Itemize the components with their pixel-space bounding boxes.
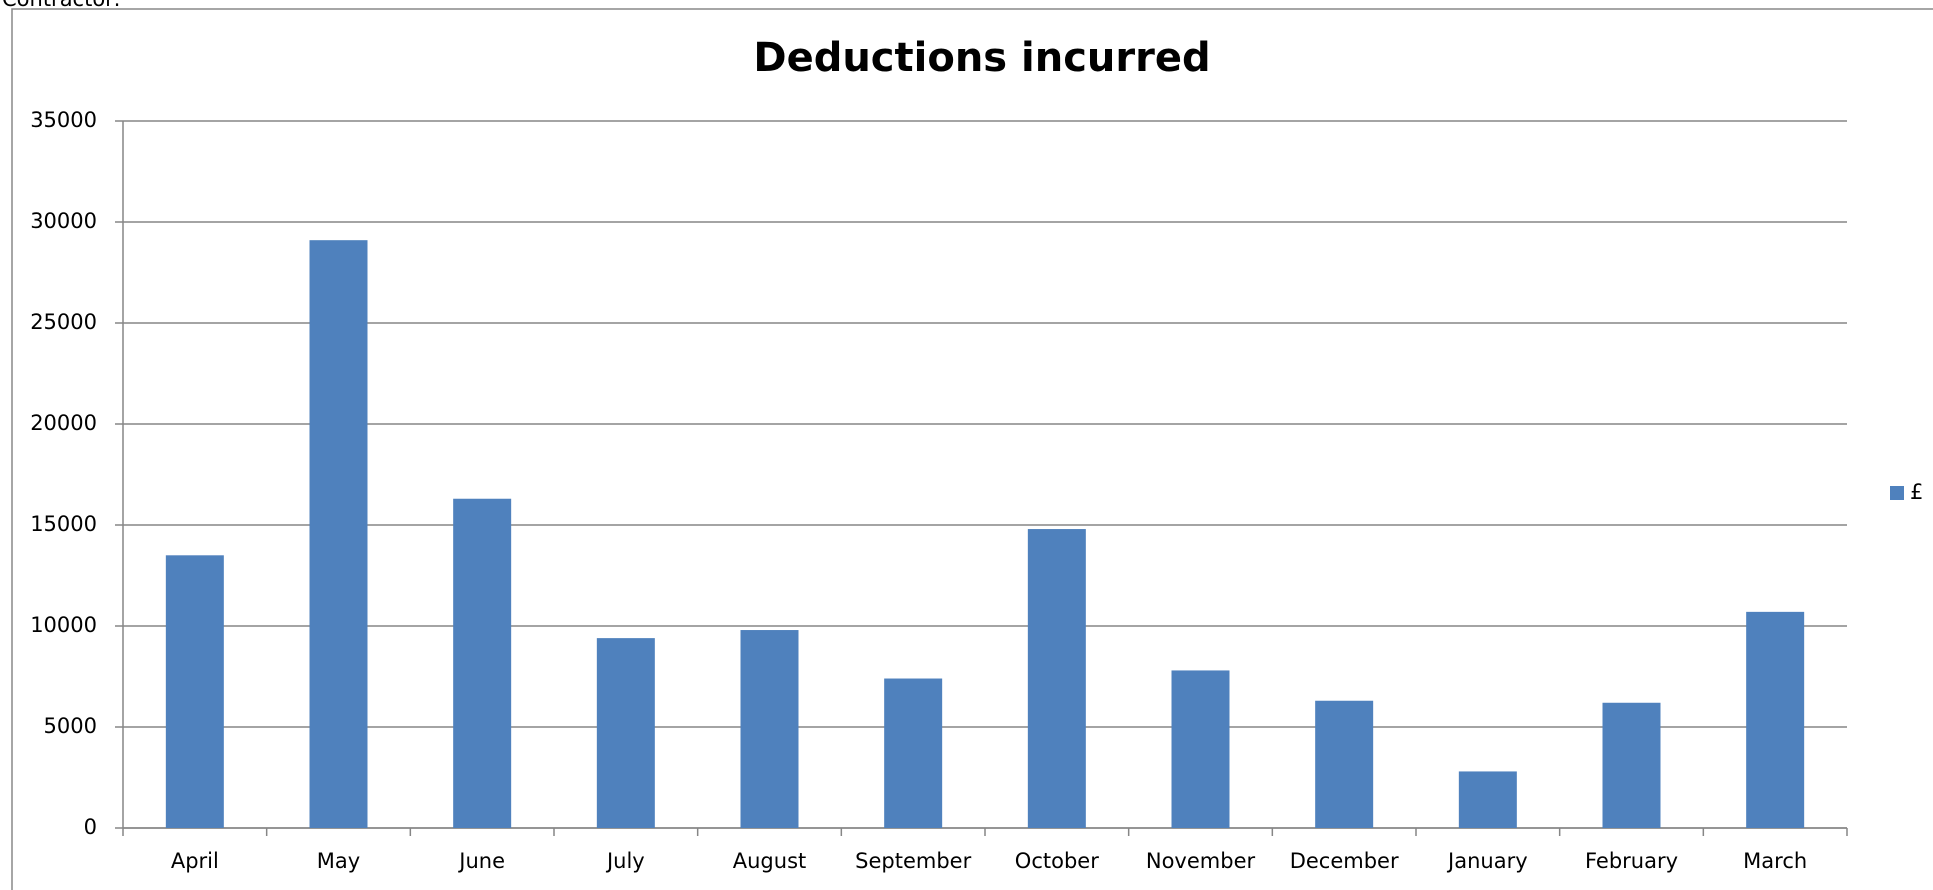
x-tick-label: January: [1446, 849, 1528, 873]
x-tick-label: June: [457, 849, 505, 873]
y-tick-label: 20000: [30, 411, 97, 435]
y-tick-label: 35000: [30, 108, 97, 132]
y-tick-label: 15000: [30, 512, 97, 536]
y-tick-label: 30000: [30, 209, 97, 233]
x-tick-label: October: [1015, 849, 1099, 873]
bar: [1315, 700, 1374, 828]
bar: [884, 678, 943, 828]
bar: [1746, 611, 1805, 828]
bar: [309, 240, 368, 828]
legend-swatch: [1890, 486, 1904, 500]
bar: [740, 630, 799, 828]
bar: [453, 498, 512, 828]
x-tick-label: February: [1585, 849, 1678, 873]
x-tick-label: July: [605, 849, 645, 873]
x-tick-label: November: [1146, 849, 1256, 873]
y-tick-label: 25000: [30, 310, 97, 334]
bar: [596, 638, 655, 828]
chart-title: Deductions incurred: [753, 35, 1210, 81]
y-tick-label: 0: [84, 815, 97, 839]
y-tick-label: 10000: [30, 613, 97, 637]
legend-label: £: [1910, 480, 1923, 504]
x-tick-label: August: [733, 849, 807, 873]
bar: [165, 555, 224, 828]
caption: Contractor:: [2, 0, 121, 11]
bar: [1171, 670, 1230, 828]
y-tick-label: 5000: [44, 714, 97, 738]
x-tick-label: December: [1290, 849, 1399, 873]
bar: [1458, 771, 1517, 828]
bar: [1027, 529, 1086, 828]
x-tick-label: March: [1743, 849, 1807, 873]
x-tick-label: May: [317, 849, 360, 873]
x-tick-label: April: [171, 849, 219, 873]
x-tick-label: September: [855, 849, 971, 873]
bar: [1602, 702, 1661, 828]
